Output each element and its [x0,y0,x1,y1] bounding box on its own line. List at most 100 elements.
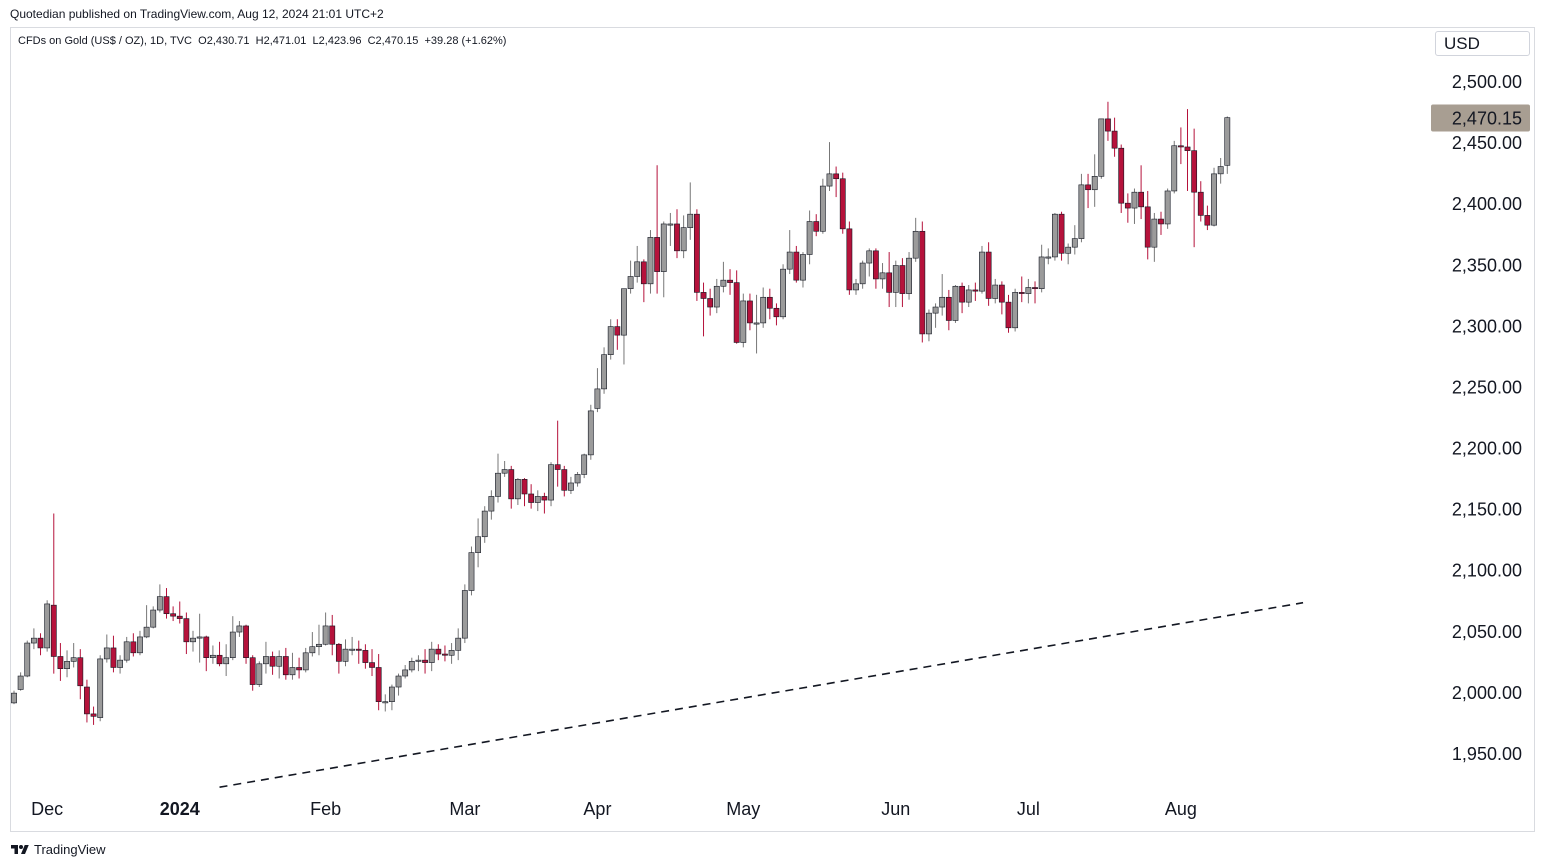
candle-body [1217,166,1224,175]
candle-body [1045,256,1052,259]
legend-close: C2,470.15 [367,35,419,47]
candle-body [640,261,647,285]
candle-body [548,464,554,501]
candle-body [534,496,541,503]
y-tick-label: 2,350.00 [1452,255,1522,275]
candle-body [727,279,733,283]
candle-body [97,658,104,718]
candle-body [481,510,488,538]
candle-body [156,596,163,611]
candle-body [1098,118,1105,177]
candle-body [461,590,468,639]
candle-body [229,631,236,658]
candle-body [1138,191,1144,208]
candle-body [514,479,521,500]
y-tick-label: 1,950.00 [1452,744,1522,764]
candle-body [84,686,90,715]
candle-body [1005,301,1012,329]
candle-body [594,388,601,409]
candle-body [289,667,296,676]
footer-brand-label: TradingView [34,842,106,857]
candle-body [621,288,627,336]
chart-frame [10,27,1535,832]
candle-body [488,496,495,512]
candle-body [501,469,508,474]
candle-body [972,289,979,292]
candle-body [1018,292,1025,294]
candle-body [11,692,17,704]
candle-body [528,493,535,503]
candle-body [309,646,316,654]
candle-body [448,650,455,656]
candle-body [190,637,196,643]
candle-body [1197,191,1204,216]
candle-body [1118,147,1125,204]
candle-body [276,656,283,667]
candle-body [236,625,243,633]
y-tick-label: 2,150.00 [1452,500,1522,520]
footer-brand: TradingView [10,842,106,857]
candle-body [375,667,382,702]
candle-body [216,654,223,665]
candle-body [521,479,528,495]
candle-body [926,312,932,335]
candle-body [700,292,707,299]
candle-body [269,656,276,667]
last-price-tag [1431,104,1530,132]
candle-body [979,251,985,292]
x-tick-label: Mar [449,799,480,819]
candle-body [733,282,740,343]
candle-body [302,652,309,671]
candle-body [395,675,402,688]
x-tick-label: Aug [1165,799,1197,819]
candle-body [90,713,97,717]
currency-selector[interactable]: USD [1435,31,1530,56]
candle-body [581,454,588,475]
candle-body [17,675,24,690]
candle-body [282,656,289,676]
candle-body [296,667,302,671]
candle-body [839,178,846,230]
candle-body [932,306,939,314]
candle-body [647,237,654,285]
candle-body [1012,292,1019,329]
candle-body [1065,246,1072,254]
candle-body [1171,145,1178,192]
candle-body [634,261,641,277]
candle-body [806,221,813,255]
candle-body [760,296,767,324]
candle-body [130,641,137,654]
candle-body [574,474,581,484]
candle-body [1032,287,1038,290]
y-tick-label: 2,500.00 [1452,72,1522,92]
candle-body [408,661,415,671]
legend-high: H2,471.01 [255,35,307,47]
candle-body [627,276,634,290]
candle-body [1144,206,1151,248]
candle-body [508,469,515,500]
candle-body [886,272,893,293]
candle-body [660,223,667,272]
candle-body [30,637,37,644]
candle-body [1111,130,1118,149]
candle-body [912,230,919,259]
candle-body [402,669,409,677]
candle-body [1191,150,1198,193]
candle-body [793,251,800,281]
candle-body [455,637,462,651]
candle-body [256,663,263,685]
candle-body [263,656,269,665]
candle-body [335,643,342,662]
candle-body [687,213,694,228]
candle-body [117,659,123,668]
candle-body [203,636,210,658]
candle-body [1224,117,1231,166]
y-tick-label: 2,250.00 [1452,377,1522,397]
candle-body [495,472,501,497]
candle-body [747,300,753,324]
candle-body [853,283,859,291]
candle-body [919,230,926,335]
last-price-label: 2,470.15 [1452,108,1522,128]
candle-body [1071,238,1078,248]
